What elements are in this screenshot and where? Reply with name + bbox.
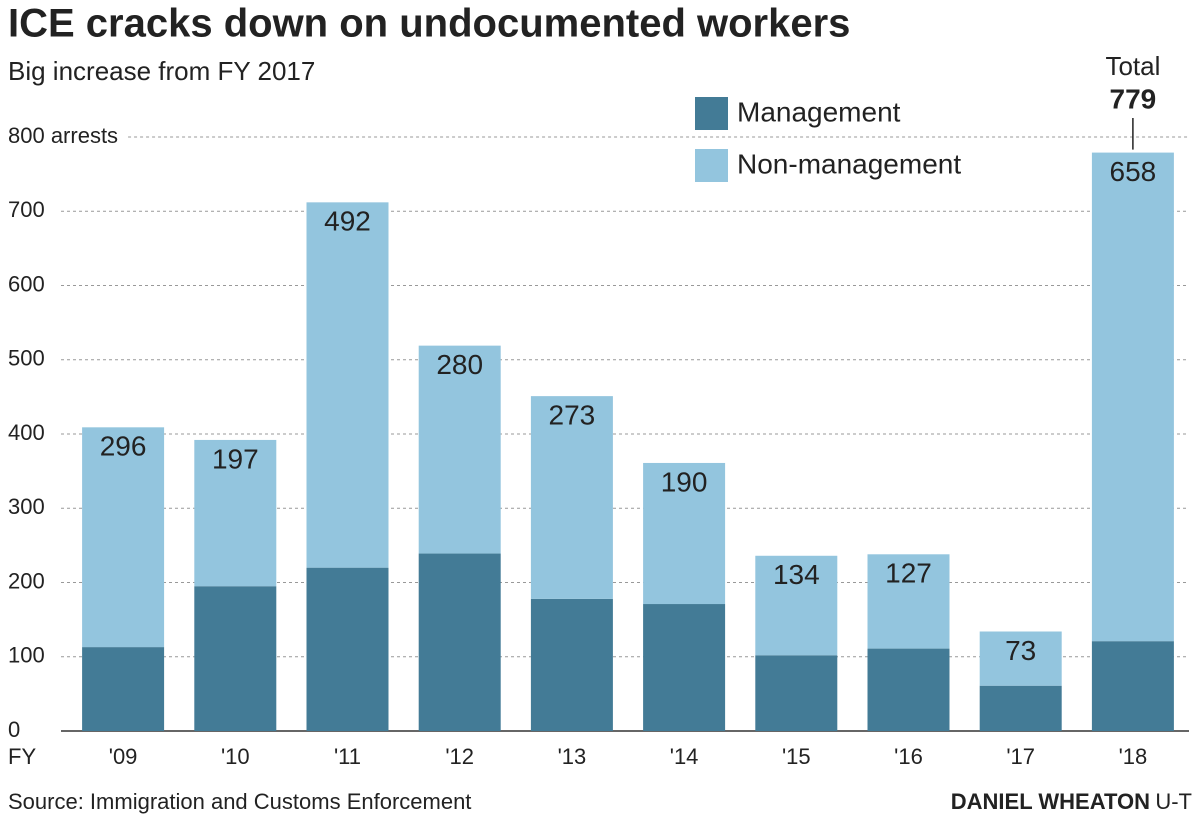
bar-segment (194, 439, 277, 587)
bar-segment (643, 462, 726, 605)
value-label: 197 (212, 443, 259, 474)
x-tick-label: '09 (109, 744, 138, 769)
value-label: 280 (436, 349, 483, 380)
value-label: 273 (549, 400, 596, 431)
bar-segment (979, 631, 1062, 686)
bar-segment (643, 604, 726, 731)
bar-segment (306, 567, 389, 731)
bar-segment (1091, 152, 1174, 642)
y-tick-label: 500 (8, 346, 45, 371)
annotation-label: Total (1105, 51, 1160, 81)
annotation-value: 779 (1110, 83, 1157, 114)
value-label: 134 (773, 559, 820, 590)
value-label: 492 (324, 206, 371, 237)
x-axis-label: FY (8, 744, 36, 769)
x-tick-label: '16 (894, 744, 923, 769)
bar-segment (194, 586, 277, 731)
value-label: 296 (100, 431, 147, 462)
bar-segment (979, 685, 1062, 731)
credit-org: U-T (1155, 789, 1192, 814)
bar-segment (867, 554, 950, 649)
chart-title: ICE cracks down on undocumented workers (8, 2, 850, 46)
x-tick-label: '11 (334, 744, 361, 769)
legend-label: Management (737, 96, 901, 127)
chart-subtitle: Big increase from FY 2017 (8, 56, 315, 86)
y-tick-label: 400 (8, 420, 45, 445)
y-tick-label: 600 (8, 271, 45, 296)
x-tick-label: '12 (445, 744, 474, 769)
bar-segment (82, 427, 165, 648)
y-tick-label: 300 (8, 494, 45, 519)
value-label: 658 (1110, 156, 1157, 187)
value-label: 190 (661, 466, 708, 497)
bar-segment (418, 553, 501, 731)
legend-swatch (695, 97, 728, 130)
value-label: 73 (1005, 635, 1036, 666)
bar-segment (418, 345, 501, 554)
value-label: 127 (885, 558, 932, 589)
x-tick-label: '10 (221, 744, 250, 769)
x-tick-label: '14 (670, 744, 699, 769)
bar-segment (867, 648, 950, 731)
x-tick-label: '13 (558, 744, 587, 769)
y-tick-label: 700 (8, 197, 45, 222)
x-tick-label: '15 (782, 744, 811, 769)
bar-segment (1091, 641, 1174, 731)
bar-segment (530, 598, 613, 731)
legend-label: Non-management (737, 148, 961, 179)
legend-swatch (695, 149, 728, 182)
x-tick-label: '18 (1119, 744, 1148, 769)
bar-segment (306, 202, 389, 568)
bar-segment (530, 396, 613, 599)
y-tick-label: 100 (8, 643, 45, 668)
bar-segment (755, 655, 838, 731)
x-tick-label: '17 (1006, 744, 1035, 769)
y-tick-label: 200 (8, 568, 45, 593)
source: Source: Immigration and Customs Enforcem… (8, 789, 471, 814)
credit: DANIEL WHEATON (951, 789, 1150, 814)
y-tick-label: 0 (8, 717, 20, 742)
bar-segment (82, 647, 165, 731)
y-tick-label: 800 arrests (8, 123, 118, 148)
bar-segment (755, 555, 838, 656)
